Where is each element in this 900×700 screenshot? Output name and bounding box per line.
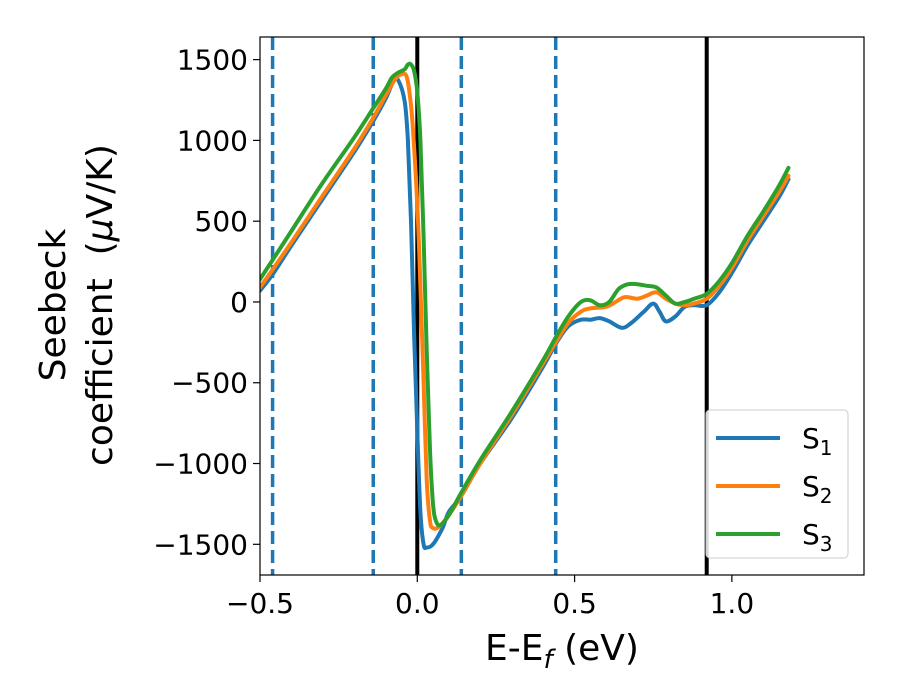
- y-axis-title-line1: Seebeck: [33, 228, 74, 381]
- y-axis-title: Seebeck coefficient (μV/K): [33, 144, 121, 466]
- y-tick-label: 1500: [177, 44, 248, 77]
- y-tick-label: −1000: [153, 448, 248, 481]
- y-axis-title-mu: μ: [80, 218, 121, 242]
- x-tick-label: 1.0: [710, 587, 755, 620]
- x-tick-label: 0.0: [395, 587, 440, 620]
- legend-label-s3: S3: [802, 518, 833, 556]
- legend: S1 S2 S3: [705, 409, 849, 559]
- x-axis-title-unit: (eV): [553, 628, 639, 669]
- series-layer: [260, 61, 791, 551]
- y-tick-label: 500: [195, 205, 248, 238]
- plot-frame: [259, 36, 865, 576]
- legend-label-s2: S2: [802, 470, 833, 508]
- y-axis-title-pre: coefficient (: [80, 241, 121, 466]
- y-tick-label: −1500: [153, 528, 248, 561]
- x-axis-ticks: −0.5 0.0 0.5 1.0: [226, 575, 754, 620]
- y-tick-label: −500: [171, 367, 248, 400]
- x-axis-title-main: E-E: [485, 628, 543, 669]
- legend-label-s1: S1: [802, 422, 833, 460]
- y-axis-title-post: V/K): [80, 144, 121, 218]
- y-tick-label: 0: [230, 286, 248, 319]
- x-axis-title: E-Ef (eV): [485, 628, 639, 675]
- x-tick-label: 0.5: [552, 587, 597, 620]
- x-tick-label: −0.5: [226, 587, 294, 620]
- series-line-s3: [260, 61, 791, 528]
- y-axis-ticks: −1500 −1000 −500 0 500 1000 1500: [153, 44, 260, 561]
- y-axis-title-line2: coefficient (μV/K): [80, 144, 121, 466]
- y-tick-label: 1000: [177, 124, 248, 157]
